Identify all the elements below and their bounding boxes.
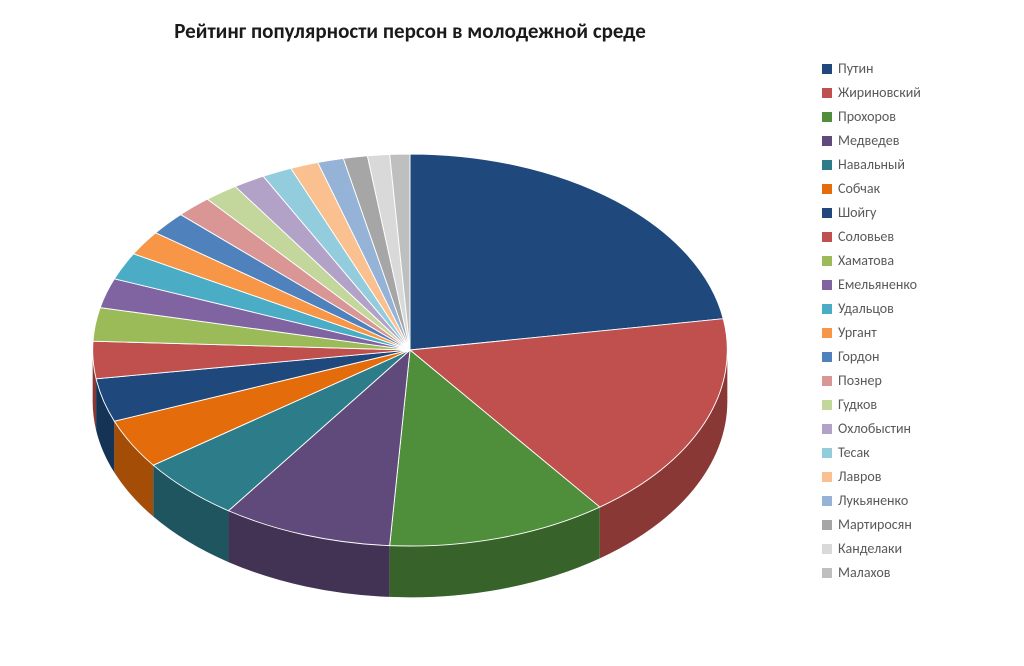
legend-label: Ургант (838, 324, 877, 341)
legend-item: Лавров (822, 468, 1002, 485)
legend-item: Мартиросян (822, 516, 1002, 533)
legend-label: Гордон (838, 348, 879, 365)
legend-swatch (822, 304, 832, 314)
legend-item: Лукьяненко (822, 492, 1002, 509)
legend-label: Мартиросян (838, 516, 912, 533)
legend-swatch (822, 64, 832, 74)
legend-item: Жириновский (822, 84, 1002, 101)
legend-label: Лукьяненко (838, 492, 908, 509)
legend-label: Хаматова (838, 252, 894, 269)
legend-swatch (822, 160, 832, 170)
legend-item: Гордон (822, 348, 1002, 365)
legend-item: Ургант (822, 324, 1002, 341)
legend-label: Познер (838, 372, 882, 389)
legend-swatch (822, 520, 832, 530)
legend-label: Охлобыстин (838, 420, 911, 437)
legend-item: Хаматова (822, 252, 1002, 269)
legend-label: Удальцов (838, 300, 894, 317)
legend-item: Гудков (822, 396, 1002, 413)
legend-swatch (822, 232, 832, 242)
pie-chart (20, 70, 800, 630)
legend-swatch (822, 352, 832, 362)
legend-item: Медведев (822, 132, 1002, 149)
legend-item: Канделаки (822, 540, 1002, 557)
legend-label: Навальный (838, 156, 905, 173)
legend-item: Удальцов (822, 300, 1002, 317)
legend-label: Путин (838, 60, 874, 77)
legend-label: Тесак (838, 444, 870, 461)
legend-label: Канделаки (838, 540, 902, 557)
legend-swatch (822, 88, 832, 98)
legend-label: Малахов (838, 564, 890, 581)
legend-swatch (822, 280, 832, 290)
legend-label: Жириновский (838, 84, 921, 101)
legend-item: Тесак (822, 444, 1002, 461)
legend-swatch (822, 328, 832, 338)
legend-label: Емельяненко (838, 276, 917, 293)
legend-label: Гудков (838, 396, 877, 413)
pie-slice (410, 154, 723, 350)
legend-swatch (822, 472, 832, 482)
legend-item: Путин (822, 60, 1002, 77)
legend-label: Прохоров (838, 108, 896, 125)
legend-swatch (822, 184, 832, 194)
legend-swatch (822, 568, 832, 578)
legend-item: Соловьев (822, 228, 1002, 245)
legend-item: Емельяненко (822, 276, 1002, 293)
legend-swatch (822, 256, 832, 266)
legend-swatch (822, 136, 832, 146)
legend-item: Познер (822, 372, 1002, 389)
legend-swatch (822, 112, 832, 122)
legend-item: Прохоров (822, 108, 1002, 125)
legend-label: Шойгу (838, 204, 876, 221)
legend-swatch (822, 376, 832, 386)
legend: Путин Жириновский Прохоров Медведев Навальны… (822, 60, 1002, 588)
legend-swatch (822, 544, 832, 554)
legend-label: Медведев (838, 132, 899, 149)
legend-label: Собчак (838, 180, 880, 197)
legend-swatch (822, 496, 832, 506)
legend-item: Охлобыстин (822, 420, 1002, 437)
legend-swatch (822, 448, 832, 458)
legend-item: Шойгу (822, 204, 1002, 221)
legend-swatch (822, 400, 832, 410)
legend-item: Навальный (822, 156, 1002, 173)
legend-swatch (822, 424, 832, 434)
chart-container: Рейтинг популярности персон в молодежной… (0, 0, 1024, 666)
chart-title: Рейтинг популярности персон в молодежной… (0, 18, 820, 44)
legend-swatch (822, 208, 832, 218)
legend-item: Собчак (822, 180, 1002, 197)
legend-label: Лавров (838, 468, 881, 485)
legend-item: Малахов (822, 564, 1002, 581)
legend-label: Соловьев (838, 228, 894, 245)
